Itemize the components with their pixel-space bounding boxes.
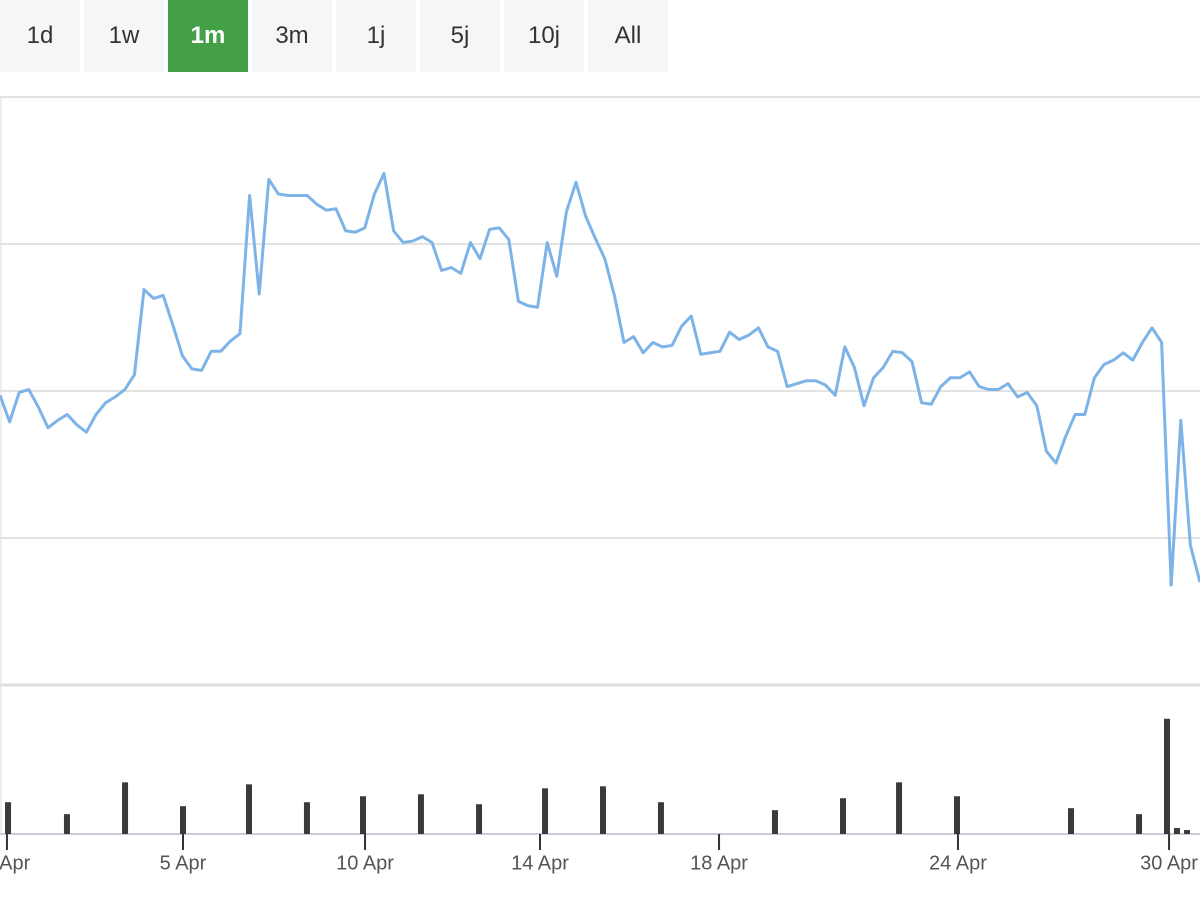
volume-bar	[5, 802, 12, 834]
volume-bar	[1068, 808, 1074, 834]
volume-bar	[1164, 718, 1170, 834]
x-tick-label: 1 Apr	[0, 852, 31, 874]
volume-bar	[600, 786, 606, 834]
volume-bar	[954, 796, 960, 834]
range-button[interactable]: 3m	[252, 0, 332, 72]
x-tick-label: 18 Apr	[690, 852, 748, 874]
range-selector: 1d 1w 1m 3m 1j 5j 10j All	[0, 0, 668, 72]
volume-bar	[657, 802, 664, 834]
x-tick-label: 5 Apr	[160, 852, 207, 874]
x-tick-label: 30 Apr	[1140, 852, 1198, 874]
volume-bar	[896, 782, 903, 834]
volume-bar	[1184, 830, 1191, 834]
range-button[interactable]: 1w	[84, 0, 164, 72]
range-button[interactable]: 1j	[336, 0, 416, 72]
volume-bar	[542, 788, 549, 834]
volume-bar	[360, 796, 366, 834]
volume-bar	[180, 806, 186, 834]
volume-bar	[303, 802, 310, 834]
volume-bar	[417, 794, 424, 834]
volume-bar	[122, 782, 129, 834]
volume-bar	[476, 804, 483, 834]
range-button[interactable]: All	[588, 0, 668, 72]
x-tick-label: 24 Apr	[929, 852, 987, 874]
volume-bar	[771, 810, 778, 834]
x-tick-label: 14 Apr	[511, 852, 569, 874]
price-line	[0, 171, 1200, 587]
range-button[interactable]: 1d	[0, 0, 80, 72]
x-tick-label: 10 Apr	[336, 852, 394, 874]
volume-bar	[246, 784, 252, 834]
range-button[interactable]: 5j	[420, 0, 500, 72]
range-button[interactable]: 1m	[168, 0, 248, 72]
volume-bar	[63, 814, 70, 834]
volume-bar	[1136, 814, 1143, 834]
volume-bar	[1173, 828, 1180, 834]
range-button[interactable]: 10j	[504, 0, 584, 72]
volume-bar	[840, 798, 846, 834]
